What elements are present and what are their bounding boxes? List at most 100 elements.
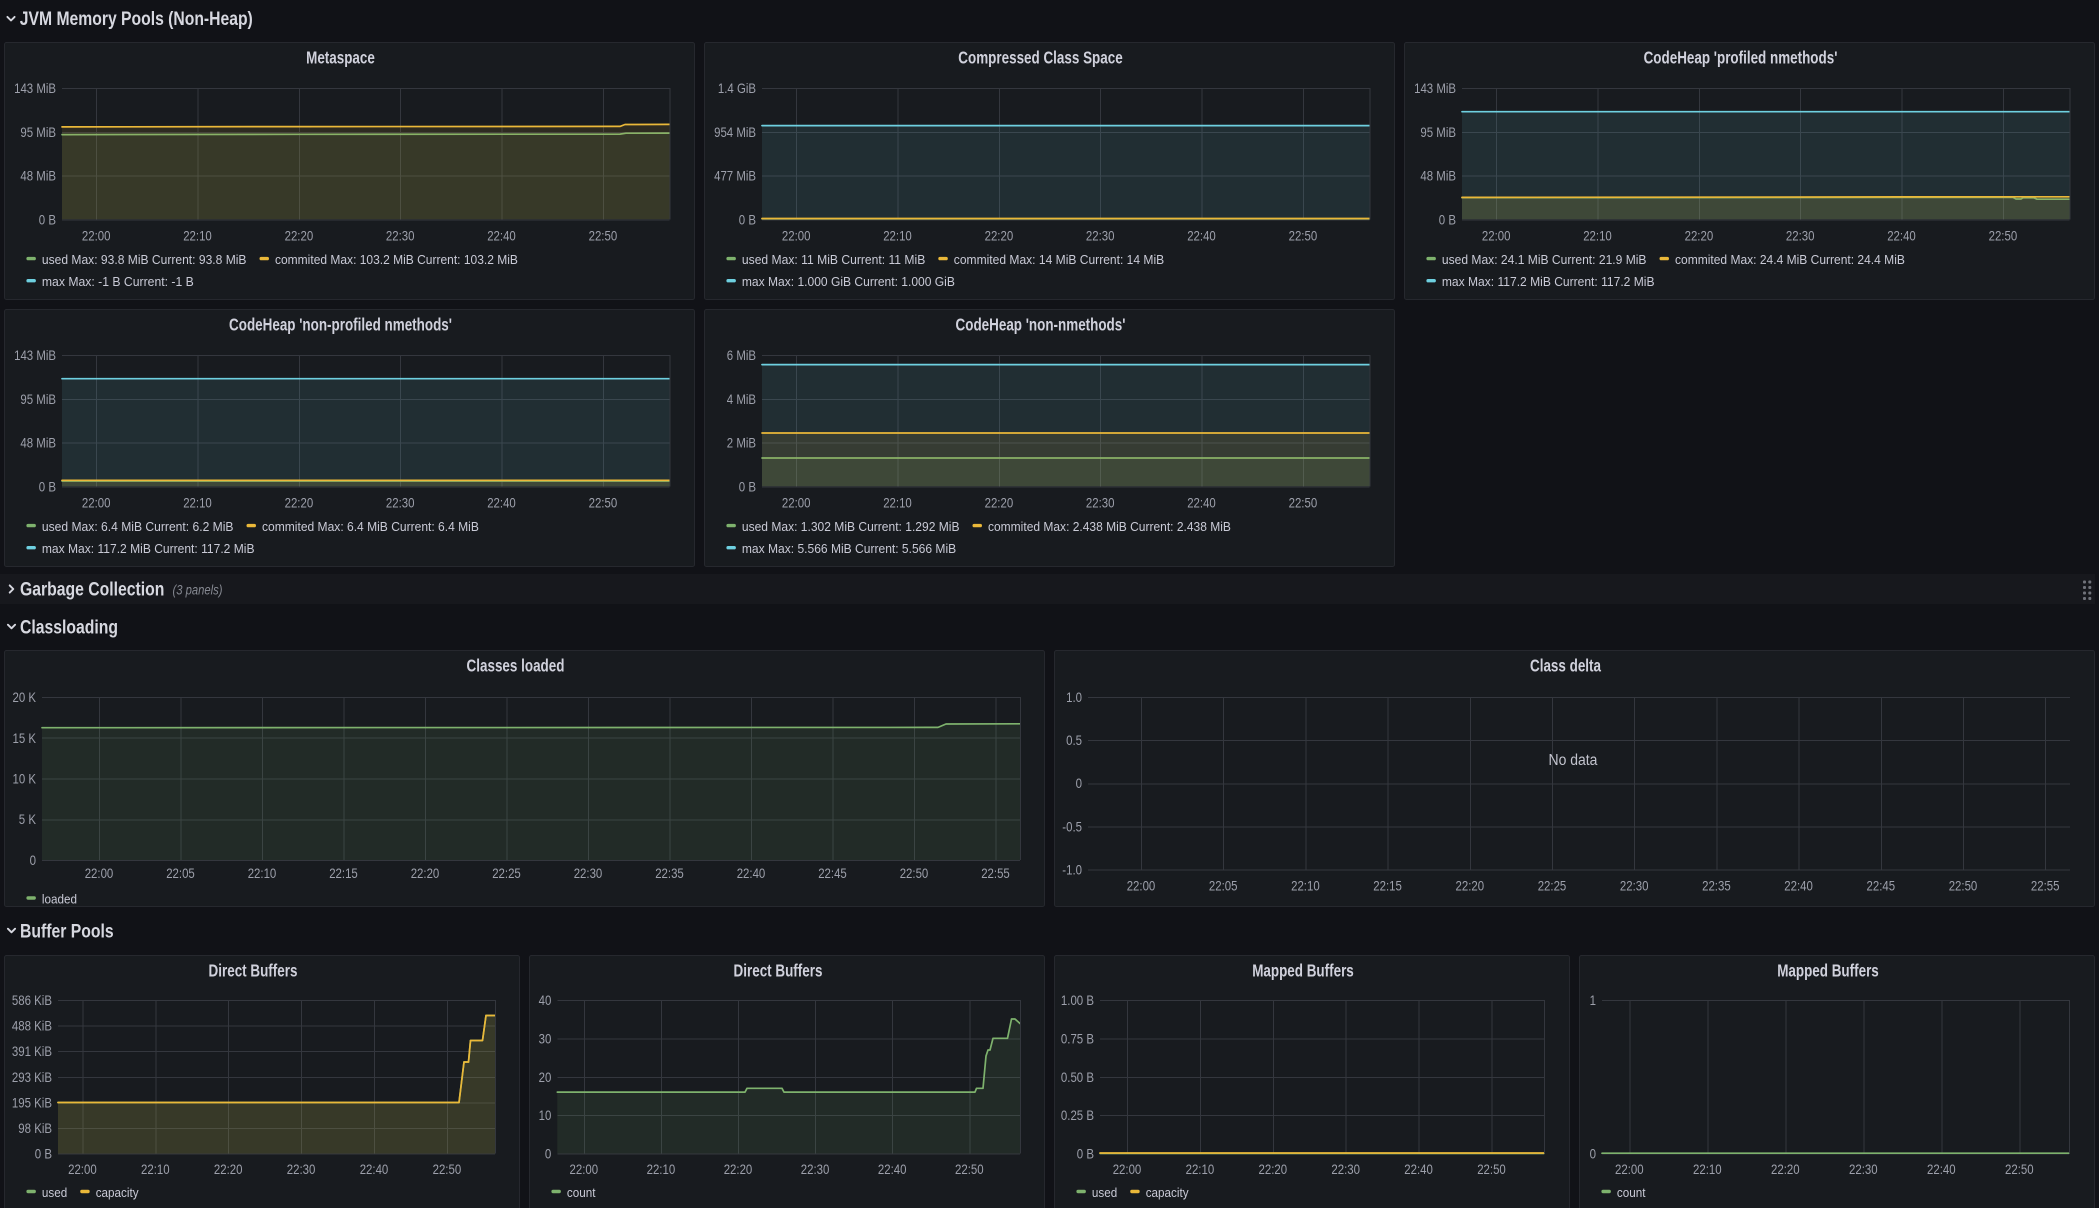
svg-text:capacity: capacity <box>1146 1186 1190 1200</box>
svg-text:22:05: 22:05 <box>166 865 195 881</box>
svg-text:22:20: 22:20 <box>411 865 440 881</box>
svg-text:22:50: 22:50 <box>1289 228 1318 244</box>
svg-text:22:10: 22:10 <box>1693 1161 1722 1177</box>
svg-text:98 KiB: 98 KiB <box>18 1120 52 1136</box>
svg-text:22:20: 22:20 <box>1685 228 1714 244</box>
svg-text:22:10: 22:10 <box>1583 228 1612 244</box>
svg-text:22:40: 22:40 <box>1927 1161 1956 1177</box>
svg-text:48 MiB: 48 MiB <box>1420 168 1456 184</box>
svg-text:Classes loaded: Classes loaded <box>467 655 565 675</box>
svg-text:CodeHeap 'profiled nmethods': CodeHeap 'profiled nmethods' <box>1644 47 1838 67</box>
svg-text:954 MiB: 954 MiB <box>714 124 756 140</box>
svg-text:1.00 B: 1.00 B <box>1061 992 1094 1008</box>
svg-text:used Max: 24.1 MiB Current:: used Max: 24.1 MiB Current: 21.9 MiB <box>1442 253 1647 267</box>
svg-text:22:10: 22:10 <box>248 865 277 881</box>
svg-text:22:40: 22:40 <box>1784 878 1813 894</box>
svg-text:used Max: 11 MiB Current: 11: used Max: 11 MiB Current: 11 MiB <box>742 253 925 267</box>
svg-text:22:40: 22:40 <box>1887 228 1916 244</box>
svg-text:22:10: 22:10 <box>1186 1161 1215 1177</box>
svg-text:22:40: 22:40 <box>487 495 516 511</box>
svg-text:195 KiB: 195 KiB <box>12 1094 52 1110</box>
svg-text:Metaspace: Metaspace <box>306 47 375 67</box>
svg-text:40: 40 <box>539 992 552 1008</box>
svg-text:0.50 B: 0.50 B <box>1061 1069 1094 1085</box>
svg-text:391 KiB: 391 KiB <box>12 1043 52 1059</box>
svg-text:22:40: 22:40 <box>360 1161 389 1177</box>
svg-text:0 B: 0 B <box>39 478 56 494</box>
svg-text:22:10: 22:10 <box>183 228 212 244</box>
svg-text:143 MiB: 143 MiB <box>1414 80 1456 96</box>
svg-text:22:10: 22:10 <box>883 228 912 244</box>
svg-text:22:00: 22:00 <box>68 1161 97 1177</box>
svg-text:22:50: 22:50 <box>433 1161 462 1177</box>
svg-text:0: 0 <box>545 1146 552 1162</box>
svg-text:5 K: 5 K <box>19 811 37 827</box>
svg-text:Classloading: Classloading <box>20 618 118 639</box>
svg-text:22:10: 22:10 <box>883 495 912 511</box>
svg-text:commited Max: 24.4 MiB Curre: commited Max: 24.4 MiB Current: 24.4 MiB <box>1675 253 1905 267</box>
svg-text:22:30: 22:30 <box>386 495 415 511</box>
svg-text:22:50: 22:50 <box>589 228 618 244</box>
svg-text:30: 30 <box>539 1030 552 1046</box>
svg-text:22:50: 22:50 <box>1289 495 1318 511</box>
svg-text:22:50: 22:50 <box>1477 1161 1506 1177</box>
svg-text:loaded: loaded <box>42 893 77 907</box>
svg-text:0 B: 0 B <box>739 478 756 494</box>
svg-text:22:00: 22:00 <box>85 865 114 881</box>
svg-text:No data: No data <box>1549 752 1598 769</box>
svg-text:used: used <box>42 1186 67 1200</box>
svg-text:22:30: 22:30 <box>801 1161 830 1177</box>
svg-text:15 K: 15 K <box>13 730 37 746</box>
svg-text:1.0: 1.0 <box>1066 689 1082 705</box>
svg-text:max Max: -1 B Current: -1 B: max Max: -1 B Current: -1 B <box>42 275 194 289</box>
svg-text:22:40: 22:40 <box>1187 228 1216 244</box>
svg-text:Compressed Class Space: Compressed Class Space <box>958 47 1123 67</box>
svg-text:22:20: 22:20 <box>985 495 1014 511</box>
svg-text:22:00: 22:00 <box>1127 878 1156 894</box>
svg-text:22:00: 22:00 <box>1482 228 1511 244</box>
svg-text:22:15: 22:15 <box>1373 878 1402 894</box>
svg-text:22:40: 22:40 <box>737 865 766 881</box>
svg-text:commited Max: 14 MiB Current: commited Max: 14 MiB Current: 14 MiB <box>954 253 1164 267</box>
svg-text:0.75 B: 0.75 B <box>1061 1030 1094 1046</box>
svg-text:0 B: 0 B <box>1077 1146 1094 1162</box>
svg-text:22:00: 22:00 <box>1113 1161 1142 1177</box>
svg-text:22:30: 22:30 <box>1086 228 1115 244</box>
svg-text:max Max: 1.000 GiB Current:: max Max: 1.000 GiB Current: 1.000 GiB <box>742 275 955 289</box>
svg-text:22:20: 22:20 <box>214 1161 243 1177</box>
svg-text:22:20: 22:20 <box>285 495 314 511</box>
svg-text:22:35: 22:35 <box>655 865 684 881</box>
svg-text:95 MiB: 95 MiB <box>20 391 56 407</box>
svg-text:22:20: 22:20 <box>285 228 314 244</box>
svg-text:20 K: 20 K <box>13 689 37 705</box>
svg-text:22:30: 22:30 <box>574 865 603 881</box>
svg-text:22:10: 22:10 <box>141 1161 170 1177</box>
svg-text:Mapped Buffers: Mapped Buffers <box>1777 960 1879 980</box>
svg-text:6 MiB: 6 MiB <box>727 347 756 363</box>
svg-text:22:05: 22:05 <box>1209 878 1238 894</box>
svg-text:CodeHeap 'non-nmethods': CodeHeap 'non-nmethods' <box>956 314 1126 334</box>
svg-text:CodeHeap 'non-profiled nmethod: CodeHeap 'non-profiled nmethods' <box>229 314 452 334</box>
svg-text:22:15: 22:15 <box>329 865 358 881</box>
svg-text:22:20: 22:20 <box>1771 1161 1800 1177</box>
svg-text:22:30: 22:30 <box>1331 1161 1360 1177</box>
svg-text:0 B: 0 B <box>35 1146 52 1162</box>
svg-text:22:25: 22:25 <box>492 865 521 881</box>
svg-text:20: 20 <box>539 1069 552 1085</box>
svg-text:22:50: 22:50 <box>900 865 929 881</box>
svg-text:488 KiB: 488 KiB <box>12 1018 52 1034</box>
svg-text:22:20: 22:20 <box>1259 1161 1288 1177</box>
svg-text:143 MiB: 143 MiB <box>14 347 56 363</box>
svg-text:22:50: 22:50 <box>955 1161 984 1177</box>
svg-text:22:10: 22:10 <box>647 1161 676 1177</box>
svg-text:22:00: 22:00 <box>82 495 111 511</box>
svg-text:22:40: 22:40 <box>1404 1161 1433 1177</box>
svg-text:22:40: 22:40 <box>487 228 516 244</box>
svg-text:0.5: 0.5 <box>1066 732 1082 748</box>
svg-text:22:40: 22:40 <box>1187 495 1216 511</box>
svg-text:477 MiB: 477 MiB <box>714 168 756 184</box>
svg-text:(3 panels): (3 panels) <box>173 583 223 598</box>
svg-text:10: 10 <box>539 1107 552 1123</box>
svg-text:22:50: 22:50 <box>1989 228 2018 244</box>
svg-text:-1.0: -1.0 <box>1062 862 1082 878</box>
